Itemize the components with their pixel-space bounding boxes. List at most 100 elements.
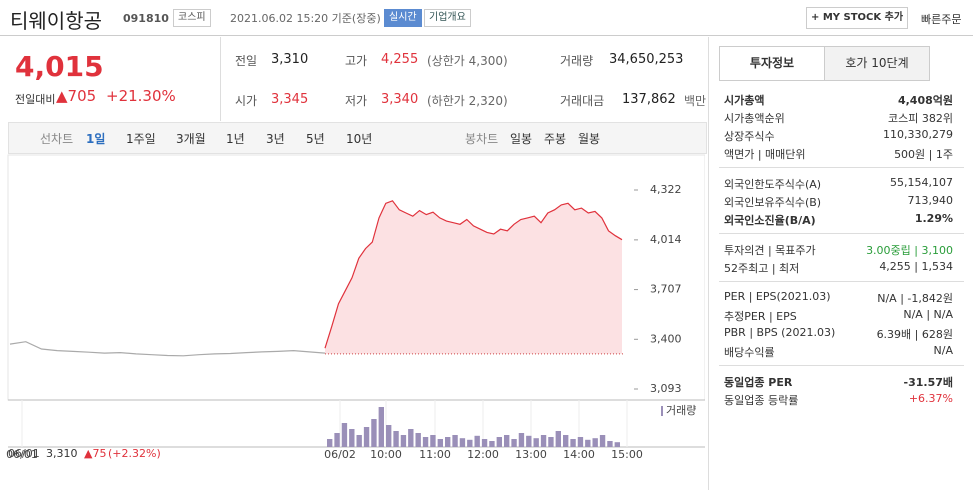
y-tick-label: 4,322 [650, 183, 682, 196]
volume-bar [489, 441, 495, 447]
info-value: 4,255 | 1,534 [879, 260, 953, 273]
period-tab[interactable]: 10년 [346, 132, 373, 146]
change-label: 전일대비 [15, 93, 56, 106]
period-tab[interactable]: 3개월 [176, 132, 206, 146]
quote-value: 4,255 [381, 52, 419, 67]
realtime-badge: 실시간 [384, 9, 422, 27]
info-value: N/A [933, 344, 953, 357]
x-tick-label: 11:00 [419, 448, 451, 461]
quote-label: 거래대금 [560, 94, 605, 108]
volume-bar [445, 437, 451, 447]
footer-price: 3,310 [46, 447, 78, 460]
x-tick-label: 15:00 [611, 448, 643, 461]
price-line [9, 341, 326, 357]
divider [0, 35, 973, 36]
volume-bar [496, 437, 502, 447]
info-value: 500원 | 1주 [894, 148, 953, 161]
change-rate: +21.30% [106, 87, 176, 105]
x-tick-label: 10:00 [370, 448, 402, 461]
info-label: 동일업종 등락률 [724, 394, 799, 407]
info-label: 시가총액순위 [724, 112, 785, 125]
volume-bar [341, 423, 348, 447]
quote-label: 저가 [345, 94, 368, 108]
info-label: 외국인소진율(B/A) [724, 214, 816, 227]
volume-bar [363, 427, 370, 447]
divider [719, 233, 964, 234]
quote-value: 34,650,253 [609, 52, 684, 67]
volume-bar [555, 431, 561, 447]
info-value: 6.39배 | 628원 [876, 328, 953, 341]
x-tick-label: 06/02 [324, 448, 356, 461]
info-value: N/A | N/A [903, 308, 953, 321]
info-value: N/A | -1,842원 [877, 292, 953, 305]
info-value: 110,330,279 [883, 128, 953, 141]
info-label: PBR | BPS (2021.03) [724, 326, 836, 339]
period-tab[interactable]: 1년 [226, 132, 245, 146]
y-tick-label: 3,093 [650, 382, 682, 395]
volume-bar [349, 429, 355, 447]
volume-bar [415, 433, 421, 447]
volume-bar [393, 431, 399, 447]
tab-group-label: 봉차트 [465, 132, 499, 146]
quote-label: 전일 [235, 54, 258, 68]
candle-tab[interactable]: 월봉 [578, 132, 601, 146]
info-label: 추정PER | EPS [724, 310, 797, 323]
period-tab[interactable]: 1주일 [126, 132, 156, 146]
quote-value: 3,345 [271, 92, 309, 107]
quick-order-link[interactable]: 빠른주문 [921, 13, 962, 26]
period-tab[interactable]: 5년 [306, 132, 325, 146]
volume-bar [467, 439, 473, 447]
info-tab[interactable]: 호가 10단계 [824, 46, 930, 81]
quote-value: 137,862 [622, 92, 676, 107]
stock-title: 티웨이항공 [10, 9, 102, 33]
volume-bar [533, 438, 539, 447]
price-area [325, 200, 622, 354]
volume-bar [400, 435, 407, 447]
candle-tab[interactable]: 주봉 [544, 132, 567, 146]
info-label: 외국인한도주식수(A) [724, 178, 822, 191]
volume-bar [504, 435, 510, 447]
info-label: 투자의견 | 목표주가 [724, 244, 816, 257]
volume-bar [548, 437, 554, 447]
change-value: ▲705 [56, 87, 97, 105]
footer-date: 06/01 [8, 447, 40, 460]
y-tick-label: 4,014 [650, 233, 682, 246]
x-tick-label: 13:00 [515, 448, 547, 461]
company-info-button[interactable]: 기업개요 [424, 9, 471, 27]
volume-bar [386, 425, 392, 447]
quote-note: (상한가 4,300) [427, 54, 508, 68]
timestamp: 2021.06.02 15:20 기준(장중) [230, 12, 381, 25]
market-badge: 코스피 [173, 9, 211, 27]
quote-label: 고가 [345, 54, 368, 68]
period-tab[interactable]: 3년 [266, 132, 285, 146]
volume-bar [474, 435, 480, 447]
volume-bar [334, 433, 340, 447]
info-value: 713,940 [907, 194, 954, 207]
divider [708, 37, 709, 490]
y-tick-label: 3,707 [650, 283, 682, 296]
candle-tab[interactable]: 일봉 [510, 132, 533, 146]
period-tab[interactable]: 1일 [86, 132, 106, 146]
info-label: 상장주식수 [724, 130, 775, 143]
volume-bar [327, 439, 333, 447]
footer-change: ▲75 [84, 447, 107, 460]
volume-bar [378, 407, 384, 447]
volume-bar [592, 438, 598, 447]
quote-label: 시가 [235, 94, 258, 108]
stock-code: 091810 [123, 12, 169, 25]
tab-group-label: 선차트 [40, 132, 74, 146]
volume-bar [481, 439, 488, 447]
divider [220, 37, 221, 121]
x-tick-label: 06/01 [6, 448, 38, 461]
info-tab[interactable]: 투자정보 [719, 46, 825, 81]
volume-bar [356, 435, 362, 447]
quote-value: 3,340 [381, 92, 419, 107]
volume-bar [437, 439, 443, 447]
info-label: 액면가 | 매매단위 [724, 148, 806, 161]
volume-bar [422, 437, 429, 447]
volume-bar [452, 435, 458, 447]
info-label: 배당수익률 [724, 346, 775, 359]
info-value: -31.57배 [903, 376, 953, 389]
y-tick-label: 3,400 [650, 332, 682, 345]
mystock-button[interactable]: + MY STOCK 추가 [806, 7, 909, 29]
